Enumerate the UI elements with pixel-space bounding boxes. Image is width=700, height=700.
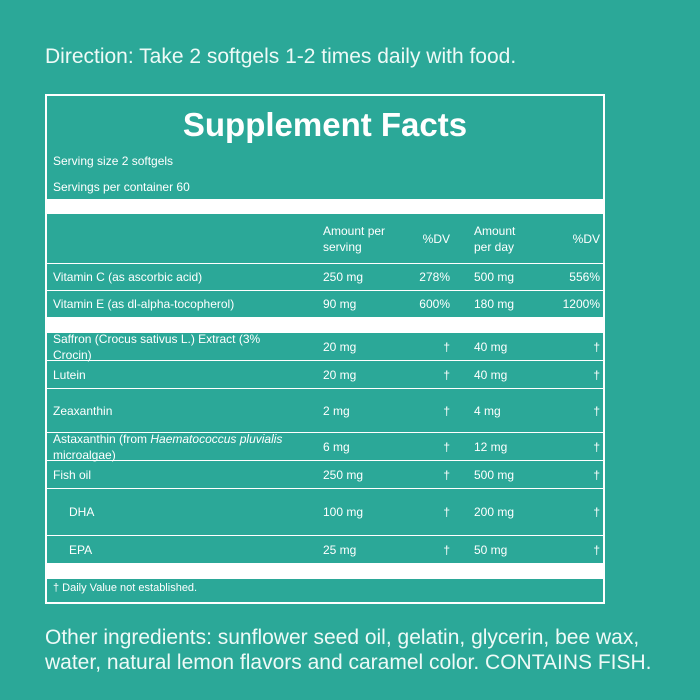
name-part: Astaxanthin (from <box>53 431 151 446</box>
dv-day: 556% <box>569 270 600 284</box>
dv-day-header: %DV <box>572 231 600 246</box>
nutrient-row: DHA 100 mg † 200 mg † <box>47 489 603 536</box>
nutrient-row: Vitamin E (as dl-alpha-tocopherol) 90 mg 6… <box>47 291 603 318</box>
other-ingredients: Other ingredients: sunflower seed oil, g… <box>45 626 652 674</box>
dv-day: 1200% <box>562 297 600 311</box>
amount-serving: 90 mg <box>323 297 357 311</box>
amount-serving: 6 mg <box>323 439 350 454</box>
nutrient-name: Saffron (Crocus sativus L.) Extract (3% … <box>53 331 261 362</box>
amount-serving: 20 mg <box>323 339 357 354</box>
amount-day: 500 mg <box>474 270 515 284</box>
supplement-facts: Supplement Facts Serving size 2 softgels… <box>45 94 605 604</box>
amount-day-header: Amount per day <box>474 223 516 254</box>
separator-bar <box>47 564 603 579</box>
amount-serving-header: Amount per serving <box>323 223 386 254</box>
serving-size: Serving size 2 softgels <box>53 154 174 168</box>
dv-day: † <box>593 467 600 482</box>
amount-serving: 250 mg <box>323 270 364 284</box>
amount-day: 40 mg <box>474 339 508 354</box>
dv-day: † <box>593 403 600 418</box>
amount-serving: 2 mg <box>323 403 350 418</box>
dv-serving: † <box>443 403 450 418</box>
servings-per-container: Servings per container 60 <box>53 180 190 194</box>
amount-day: 200 mg <box>474 505 515 519</box>
amount-serving: 20 mg <box>323 367 357 382</box>
dv-day: † <box>593 439 600 454</box>
dv-serving: † <box>443 542 450 557</box>
dv-serving: † <box>443 439 450 454</box>
footnote: † Daily Value not established. <box>53 582 198 594</box>
amount-day: 4 mg <box>474 403 501 418</box>
nutrient-name: Vitamin E (as dl-alpha-tocopherol) <box>53 297 235 311</box>
dv-serving-header: %DV <box>422 231 450 246</box>
nutrient-name: Astaxanthin (from Haematococcus pluviali… <box>53 431 283 463</box>
amount-day: 12 mg <box>474 439 508 454</box>
dv-serving: † <box>443 367 450 382</box>
dv-day: † <box>593 367 600 382</box>
amount-day: 500 mg <box>474 467 515 482</box>
dv-serving: 600% <box>419 297 450 311</box>
amount-day: 180 mg <box>474 297 515 311</box>
nutrient-name: Lutein <box>53 367 86 382</box>
nutrient-name: DHA <box>69 505 95 519</box>
amount-day: 40 mg <box>474 367 508 382</box>
amount-serving: 250 mg <box>323 467 364 482</box>
nutrient-name: EPA <box>69 542 93 557</box>
nutrient-name: Zeaxanthin <box>53 403 113 418</box>
dv-day: † <box>593 339 600 354</box>
dv-serving: † <box>443 467 450 482</box>
nutrient-row: Fish oil 250 mg † 500 mg † <box>47 461 603 489</box>
amount-serving: 100 mg <box>323 505 364 519</box>
name-part: microalgae) <box>53 447 116 462</box>
direction: Direction: Take 2 softgels 1-2 times dai… <box>45 45 517 68</box>
nutrient-name: Fish oil <box>53 467 92 482</box>
nutrient-row: Lutein 20 mg † 40 mg † <box>47 361 603 389</box>
nutrient-row: Saffron (Crocus sativus L.) Extract (3% … <box>47 331 603 362</box>
title: Supplement Facts <box>182 106 468 143</box>
dv-serving: 278% <box>419 270 450 284</box>
dv-day: † <box>593 505 600 519</box>
dv-day: † <box>593 542 600 557</box>
nutrient-row: Vitamin C (as ascorbic acid) 250 mg 278% 50… <box>47 264 603 291</box>
nutrient-row: Zeaxanthin 2 mg † 4 mg † <box>47 389 603 433</box>
amount-day: 50 mg <box>474 542 508 557</box>
separator-bar <box>47 199 603 214</box>
separator-bar <box>47 318 603 333</box>
name-part: Haematococcus pluvialis <box>150 431 283 446</box>
nutrient-row: Astaxanthin (from Haematococcus pluviali… <box>47 431 603 463</box>
dv-serving: † <box>443 339 450 354</box>
dv-serving: † <box>443 505 450 519</box>
header-row: Amount per serving %DV Amount per day %DV <box>47 214 603 264</box>
nutrient-row: EPA 25 mg † 50 mg † <box>47 536 603 564</box>
nutrient-name: Vitamin C (as ascorbic acid) <box>53 270 203 284</box>
amount-serving: 25 mg <box>323 542 357 557</box>
